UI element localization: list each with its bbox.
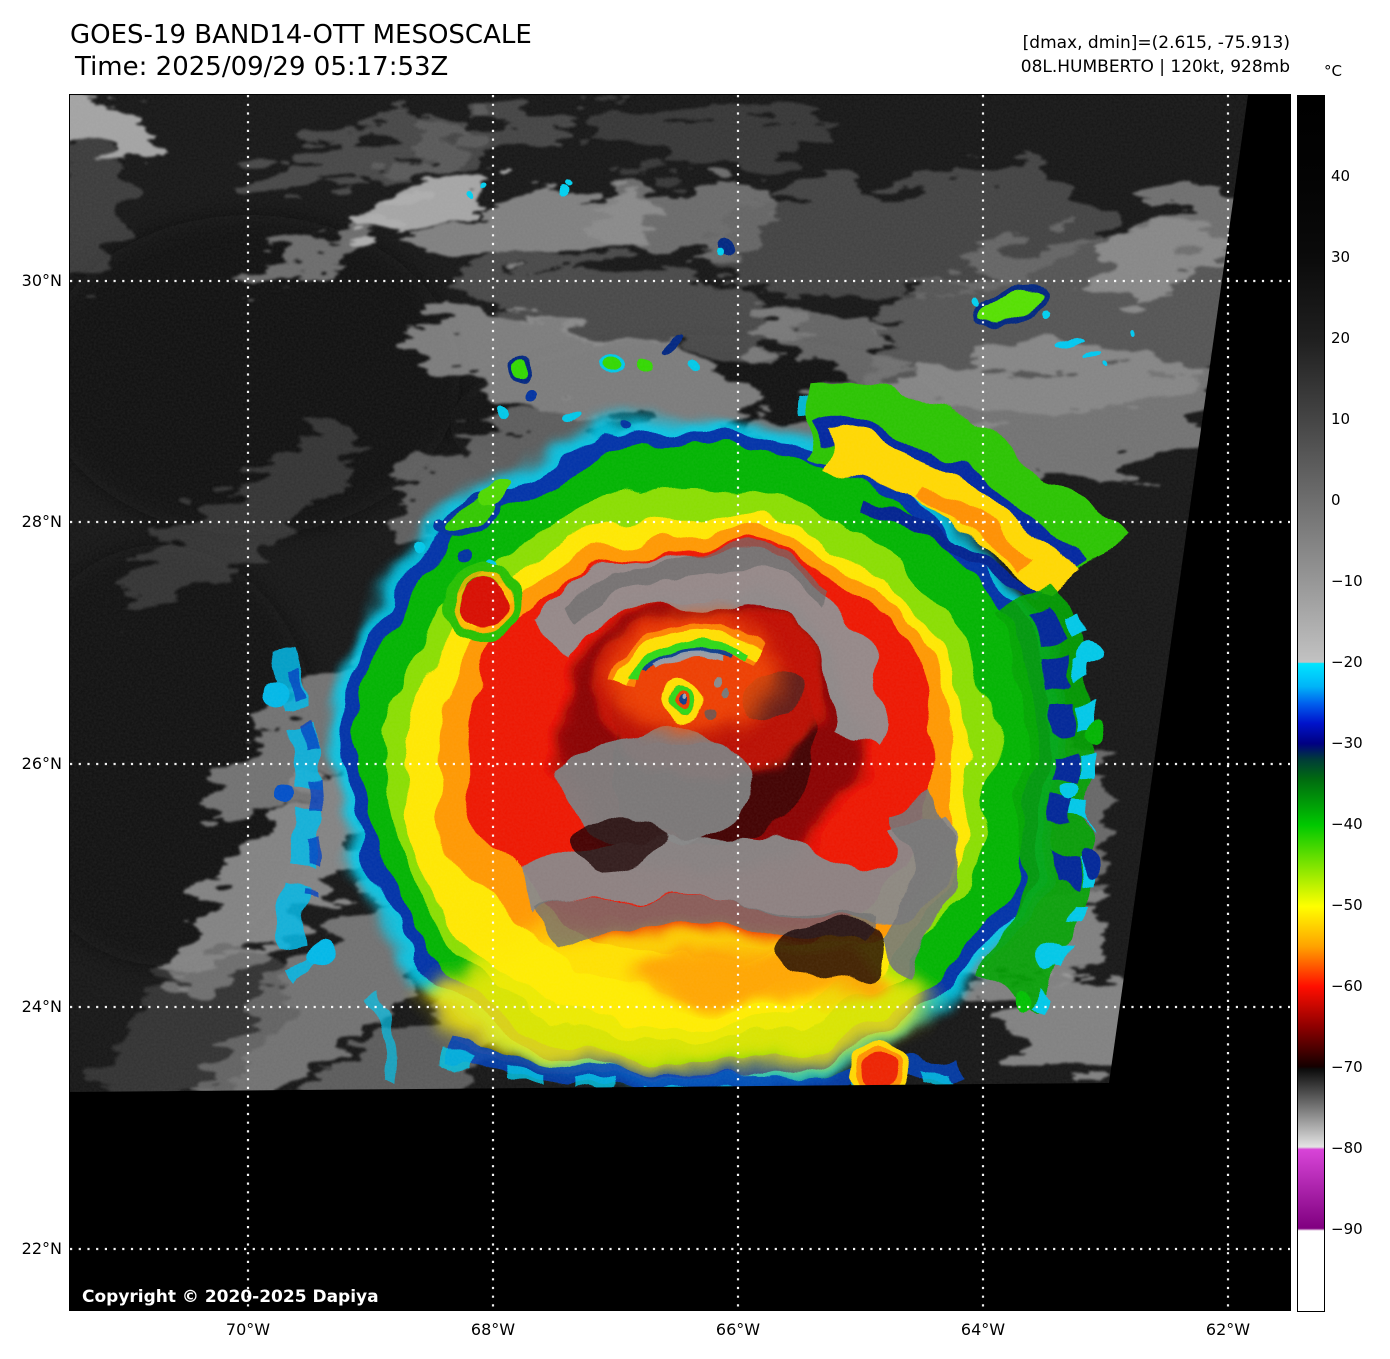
colorbar-unit-label: °C (1324, 62, 1342, 80)
colorbar-tick-label: 10 (1331, 410, 1351, 428)
colorbar-tick-label: −40 (1331, 815, 1363, 833)
colorbar-tick-label: −60 (1331, 977, 1363, 995)
longitude-label: 70°W (225, 1320, 271, 1339)
copyright-label: Copyright © 2020-2025 Dapiya (82, 1287, 379, 1307)
data-swath (70, 95, 1248, 1092)
dmax-dmin-label: [dmax, dmin]=(2.615, -75.913) (1022, 33, 1290, 53)
colorbar-tick-label: 20 (1331, 329, 1351, 347)
noise-overlay (70, 95, 1248, 1092)
colorbar-tick-label: −70 (1331, 1058, 1363, 1076)
latitude-label: 24°N (21, 997, 62, 1016)
timestamp-label: Time: 2025/09/29 05:17:53Z (75, 52, 449, 82)
colorbar-tick-label: 40 (1331, 167, 1351, 185)
longitude-label: 68°W (470, 1320, 516, 1339)
colorbar-tick-label: −10 (1331, 572, 1363, 590)
colorbar-tick-label: −20 (1331, 653, 1363, 671)
latitude-label: 28°N (21, 512, 62, 531)
storm-info-label: 08L.HUMBERTO | 120kt, 928mb (1020, 57, 1290, 77)
colorbar-gradient (1297, 95, 1325, 1312)
longitude-label: 64°W (960, 1320, 1006, 1339)
latlon-gridlines (70, 95, 1290, 1310)
colorbar-tick-label: −30 (1331, 734, 1363, 752)
page-title: GOES-19 BAND14-OTT MESOSCALE (70, 20, 532, 50)
colorbar-tick-label: −80 (1331, 1139, 1363, 1157)
satellite-map: Copyright © 2020-2025 Dapiya (69, 94, 1291, 1311)
longitude-label: 62°W (1205, 1320, 1251, 1339)
latitude-label: 30°N (21, 271, 62, 290)
colorbar-tick-label: −50 (1331, 896, 1363, 914)
colorbar-tick-label: 0 (1331, 491, 1341, 509)
satellite-image: Copyright © 2020-2025 Dapiya (70, 95, 1290, 1310)
longitude-label: 66°W (715, 1320, 761, 1339)
latitude-label: 26°N (21, 754, 62, 773)
latitude-label: 22°N (21, 1239, 62, 1258)
colorbar-tick-label: 30 (1331, 248, 1351, 266)
colorbar-tick-label: −90 (1331, 1220, 1363, 1238)
